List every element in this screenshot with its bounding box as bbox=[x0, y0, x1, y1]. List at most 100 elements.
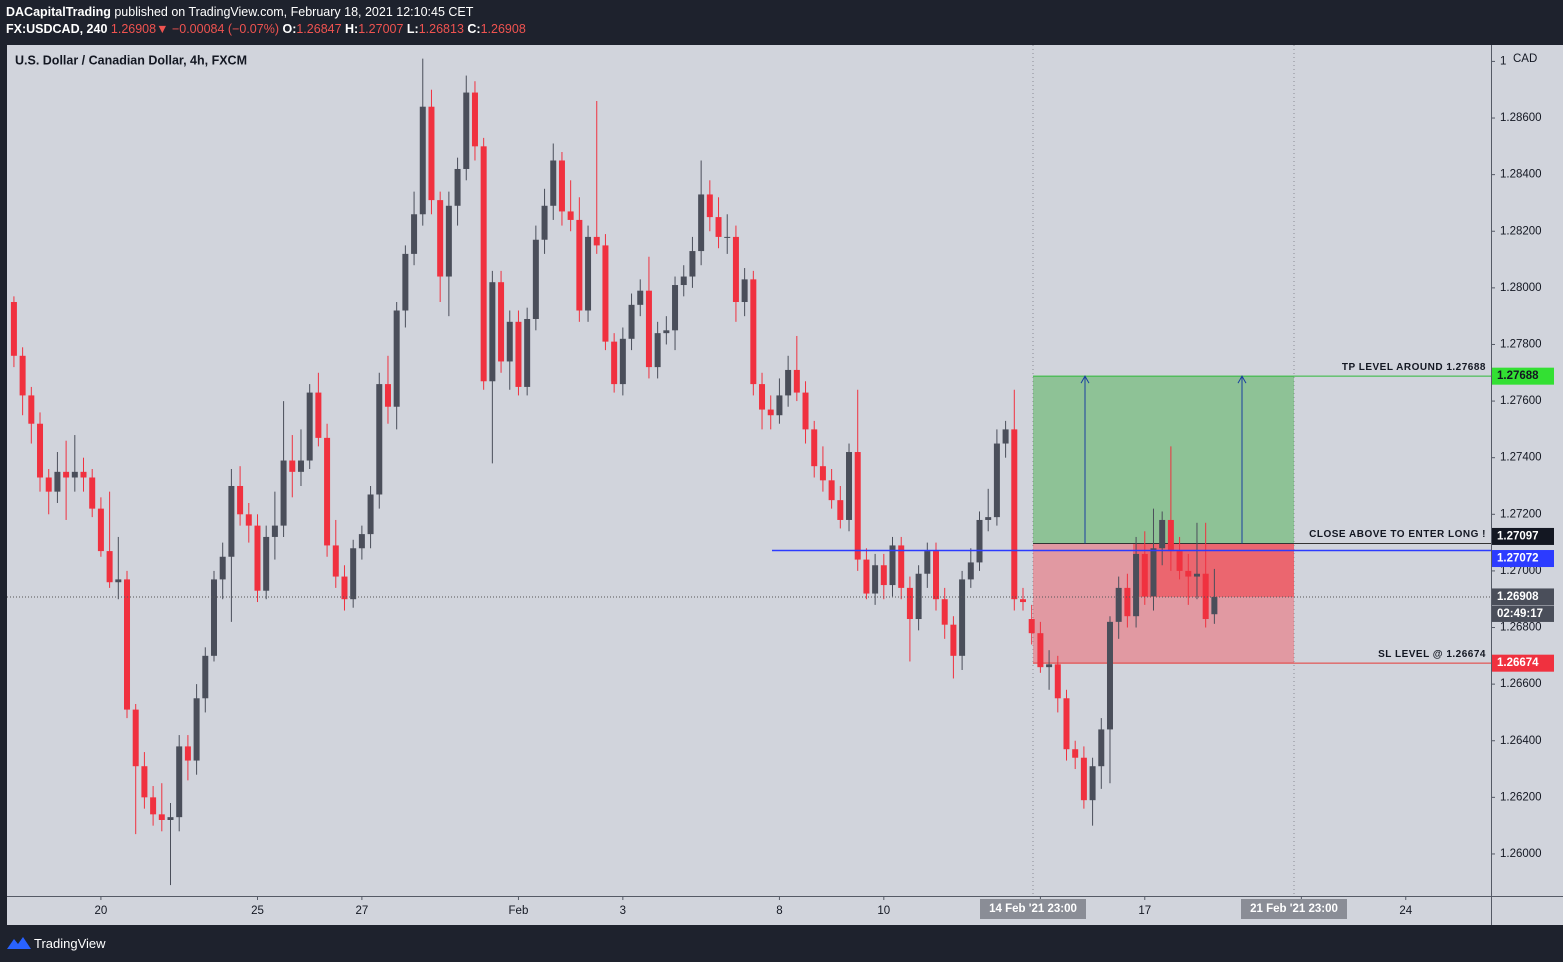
y-tick-label: 1.26400 bbox=[1500, 735, 1542, 747]
candle-body bbox=[750, 279, 757, 385]
candle-body bbox=[680, 276, 687, 286]
candle-body bbox=[654, 333, 661, 368]
candle-body bbox=[1046, 664, 1053, 668]
change-arrow: ▼ bbox=[156, 22, 169, 36]
arrow-head bbox=[1237, 375, 1247, 384]
candle-body bbox=[184, 746, 191, 761]
candle-body bbox=[854, 452, 861, 560]
candle-body bbox=[663, 330, 670, 334]
candle-body bbox=[619, 338, 626, 385]
header: DACapitalTrading published on TradingVie… bbox=[0, 0, 1563, 45]
overlay-layer: TP LEVEL AROUND 1.27688 CLOSE ABOVE TO EN… bbox=[7, 50, 1554, 919]
candle-body bbox=[271, 525, 278, 537]
candle-body bbox=[802, 392, 809, 430]
currency-box bbox=[1509, 50, 1549, 68]
y-tick-label: 1.26000 bbox=[1500, 848, 1542, 860]
close: 1.26908 bbox=[480, 22, 526, 36]
candle-body bbox=[993, 443, 1000, 518]
y-tick-label: 1.27000 bbox=[1500, 565, 1542, 577]
candle-body bbox=[350, 548, 357, 600]
candle-body bbox=[1150, 548, 1157, 597]
candle-body bbox=[602, 245, 609, 342]
candle-body bbox=[880, 565, 887, 586]
tp-price-box bbox=[1492, 367, 1554, 385]
y-tick-label: 1.28600 bbox=[1500, 112, 1542, 124]
x-tick-label: 8 bbox=[776, 905, 782, 917]
candle-body bbox=[1019, 599, 1026, 603]
last-price: 1.26908 bbox=[110, 22, 157, 36]
candle-body bbox=[776, 395, 783, 416]
y-tick-label: 1.27600 bbox=[1500, 395, 1542, 407]
x-tick-label: 17 bbox=[1138, 905, 1151, 917]
candle-body bbox=[785, 369, 792, 396]
signal-price: 1.27072 bbox=[1497, 553, 1539, 565]
candle-body bbox=[863, 559, 870, 594]
time-label-box bbox=[980, 899, 1086, 919]
candle-body bbox=[819, 466, 826, 481]
footer: TradingView bbox=[0, 925, 1563, 962]
candle-body bbox=[228, 485, 235, 557]
time-label-box bbox=[1241, 899, 1347, 919]
candle-body bbox=[724, 236, 731, 238]
candle-body bbox=[132, 709, 139, 767]
x-tick-label: 25 bbox=[251, 905, 264, 917]
candle-body bbox=[45, 477, 52, 492]
candle-body bbox=[358, 534, 365, 549]
header-line: FX:USDCAD, 240 1.26908▼ −0.00084 (−0.07%… bbox=[6, 22, 526, 36]
candle-body bbox=[1072, 749, 1079, 758]
candle-body bbox=[124, 579, 131, 710]
candle-body bbox=[959, 579, 966, 656]
candle-body bbox=[280, 460, 287, 526]
candle-body bbox=[1211, 596, 1218, 615]
candle-body bbox=[1037, 633, 1044, 668]
entry-price-box bbox=[1492, 527, 1554, 545]
y-tick-label: 1.26200 bbox=[1500, 791, 1542, 803]
candle-body bbox=[89, 477, 96, 509]
candle-body bbox=[1115, 587, 1122, 622]
candle-body bbox=[1089, 766, 1096, 801]
candle-body bbox=[210, 579, 217, 656]
candle-body bbox=[402, 253, 409, 311]
candle-body bbox=[837, 500, 844, 520]
candle-body bbox=[71, 471, 78, 478]
y-tick-label: 1.26600 bbox=[1500, 678, 1542, 690]
candle-body bbox=[437, 200, 444, 277]
candle-body bbox=[19, 355, 26, 396]
grid-layer: 1.26000 1.26200 1.26400 1.26600 1.26800 1.270… bbox=[95, 55, 1542, 917]
y-tick-label: 1.27800 bbox=[1500, 338, 1542, 350]
candle-body bbox=[471, 92, 478, 147]
c-label: C: bbox=[467, 22, 481, 36]
published: published on TradingView.com, February 1… bbox=[114, 5, 474, 19]
o-label: O: bbox=[282, 22, 297, 36]
candle-body bbox=[176, 746, 183, 818]
candle-body bbox=[150, 797, 157, 815]
candle-body bbox=[419, 106, 426, 215]
candle-body bbox=[1185, 570, 1192, 577]
candle-body bbox=[10, 302, 17, 356]
candle-body bbox=[741, 279, 748, 303]
candle-body bbox=[254, 525, 261, 591]
candle-body bbox=[898, 545, 905, 588]
y-tick-label: 1 bbox=[1500, 55, 1506, 67]
candle-body bbox=[759, 384, 766, 410]
candle-body bbox=[924, 551, 931, 574]
candle-body bbox=[1193, 573, 1200, 577]
candle-body bbox=[515, 321, 522, 387]
candle-body bbox=[454, 168, 461, 206]
candle-body bbox=[611, 341, 618, 385]
x-tick-label: Feb bbox=[509, 905, 529, 917]
open-loss bbox=[1133, 543, 1294, 597]
l-label: L: bbox=[406, 22, 419, 36]
candle-body bbox=[524, 318, 531, 387]
currency: CAD bbox=[1513, 53, 1537, 65]
tp-price: 1.27688 bbox=[1497, 370, 1539, 382]
candle-body bbox=[193, 698, 200, 761]
candle-body bbox=[550, 160, 557, 206]
y-tick-label: 1.28200 bbox=[1500, 225, 1542, 237]
candle-body bbox=[732, 236, 739, 303]
candle-body bbox=[158, 814, 165, 820]
candle-body bbox=[245, 514, 252, 526]
countdown-box bbox=[1492, 605, 1554, 622]
candle-body bbox=[793, 369, 800, 393]
